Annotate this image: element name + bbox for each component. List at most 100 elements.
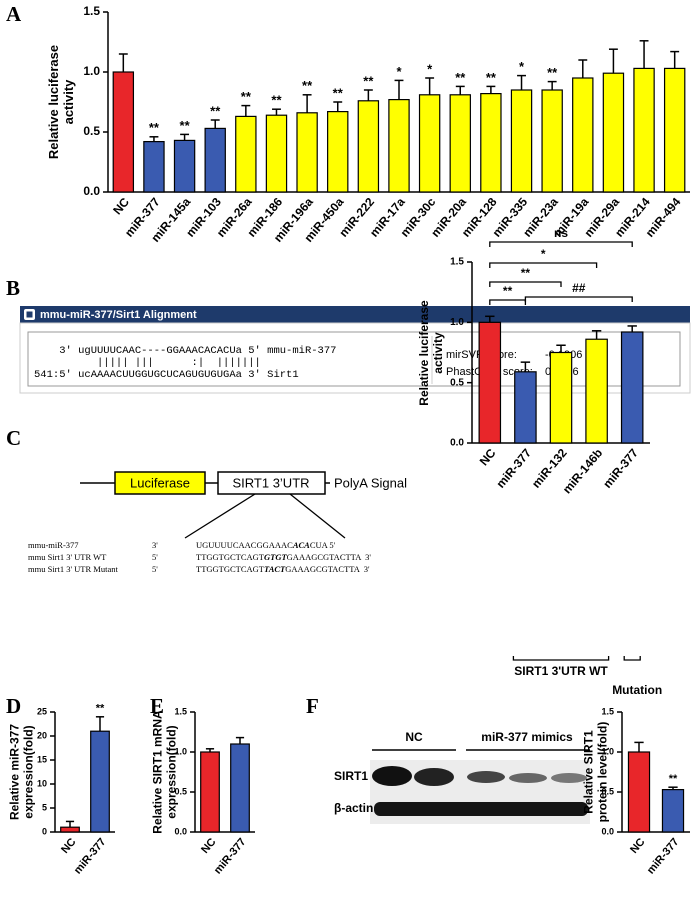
- error-bar: [668, 786, 678, 790]
- error-bar: [634, 741, 644, 752]
- zoom-line: [289, 493, 346, 539]
- significance: **: [180, 118, 191, 133]
- error-bar: [627, 325, 637, 332]
- error-bar: [591, 330, 602, 340]
- error-bar: [363, 89, 373, 101]
- y-tick-label: 1.5: [601, 706, 614, 716]
- significance: **: [669, 773, 678, 785]
- error-bar: [639, 40, 649, 69]
- x-tick-label: NC: [477, 446, 499, 469]
- error-bar: [333, 101, 343, 112]
- y-tick-label: 10: [37, 778, 47, 788]
- bar: [265, 114, 288, 193]
- bar: [541, 89, 563, 193]
- blot-group: NC: [405, 730, 423, 744]
- x-tick-label: miR-377: [72, 836, 109, 876]
- x-tick-label: miR-377: [493, 446, 534, 491]
- bar: [627, 751, 651, 833]
- blot-row-label: SIRT1: [334, 769, 368, 783]
- sequence-part: UGUUUUCAACGGAAAC: [196, 540, 293, 550]
- error-bar: [556, 344, 566, 353]
- bar: [204, 127, 226, 193]
- error-bar: [210, 119, 220, 129]
- error-bar: [608, 48, 618, 74]
- luciferase-box: [114, 471, 206, 495]
- error-bar: [205, 748, 215, 752]
- error-bar: [425, 77, 435, 95]
- error-bar: [547, 80, 557, 90]
- bar: [388, 98, 410, 193]
- bar: [357, 100, 380, 193]
- bar: [143, 141, 165, 193]
- x-tick-label: miR-377: [600, 446, 641, 491]
- y-axis-label: Relative luciferase activity: [46, 44, 76, 160]
- bar: [572, 77, 594, 193]
- comparison-bracket: [524, 296, 633, 302]
- sequence: TTGGTGCTCAGTGTGTGAAAGCGTACTTA 3': [196, 552, 371, 562]
- blot-band: [414, 768, 454, 786]
- sequence-part: TACT: [264, 564, 286, 574]
- significance: **: [455, 70, 466, 85]
- significance: *: [519, 59, 525, 74]
- sequence-part: TTGGTGCTCAGT: [196, 552, 265, 562]
- y-tick-label: 1.5: [83, 4, 100, 18]
- blot-row-label: β-actin: [334, 801, 373, 815]
- sequence-label: mmu-miR-377: [28, 540, 79, 550]
- significance: **: [241, 89, 252, 104]
- y-tick-label: 0.0: [83, 184, 100, 198]
- blot-group: miR-377 mimics: [481, 730, 573, 744]
- x-tick-label: NC: [110, 195, 132, 218]
- panel-label: F: [306, 694, 319, 718]
- error-bar: [235, 736, 245, 744]
- y-tick-label: 1.0: [174, 746, 187, 756]
- group-label: SIRT1 3'UTR WT: [514, 664, 608, 678]
- alignment-line: 541:5' ucAAAACUUGGUGCUCAGUGUGUGAa 3' Sir…: [34, 369, 299, 381]
- bar: [661, 788, 685, 833]
- bar: [514, 371, 537, 444]
- sequence: UGUUUUCAACGGAAACACACUA 5': [196, 540, 336, 550]
- construct-label: SIRT1 3’UTR: [232, 475, 309, 490]
- y-tick-label: 0.5: [174, 786, 187, 796]
- alignment-icon: [26, 311, 33, 318]
- bar: [633, 67, 655, 193]
- sequence-end: 3': [152, 540, 158, 550]
- error-bar: [485, 315, 495, 323]
- bar: [480, 92, 502, 193]
- y-tick-label: 1.0: [450, 317, 464, 328]
- y-axis-label: Relative SIRT1 mRNA expression(fold): [150, 710, 178, 834]
- y-tick-label: 1.0: [83, 64, 100, 78]
- bar: [449, 94, 471, 193]
- alignment-line: ||||| ||| :| |||||||: [34, 357, 261, 369]
- comparison-label: ##: [572, 281, 586, 295]
- alignment-header: [20, 306, 690, 323]
- bar: [112, 71, 135, 193]
- comparison-bracket: [489, 299, 527, 305]
- bar: [663, 67, 686, 193]
- bar: [230, 743, 250, 833]
- construct-label: PolyA Signal: [334, 475, 407, 490]
- y-tick-label: 0.5: [83, 124, 100, 138]
- sequence-part: CUA 5': [310, 540, 336, 550]
- utr-box: [217, 471, 326, 495]
- error-bar: [517, 74, 526, 90]
- bar: [200, 751, 220, 833]
- blot-band: [551, 773, 587, 783]
- panel-label: B: [6, 276, 20, 300]
- significance: **: [96, 703, 105, 715]
- panel-label: A: [6, 2, 22, 26]
- y-tick-label: 25: [37, 706, 47, 716]
- comparison-label: **: [521, 266, 531, 280]
- significance: **: [271, 93, 282, 108]
- bracket-line: [524, 296, 633, 302]
- error-bar: [670, 50, 680, 69]
- sequence-part: ACA: [292, 540, 310, 550]
- bar: [585, 338, 608, 444]
- significance: **: [333, 85, 344, 100]
- y-axis-label: Relative luciferase activity: [417, 299, 445, 406]
- bar: [173, 139, 196, 193]
- significance: **: [547, 65, 558, 80]
- sequence-label: mmu Sirt1 3' UTR Mutant: [28, 564, 118, 574]
- blot-band: [374, 802, 588, 816]
